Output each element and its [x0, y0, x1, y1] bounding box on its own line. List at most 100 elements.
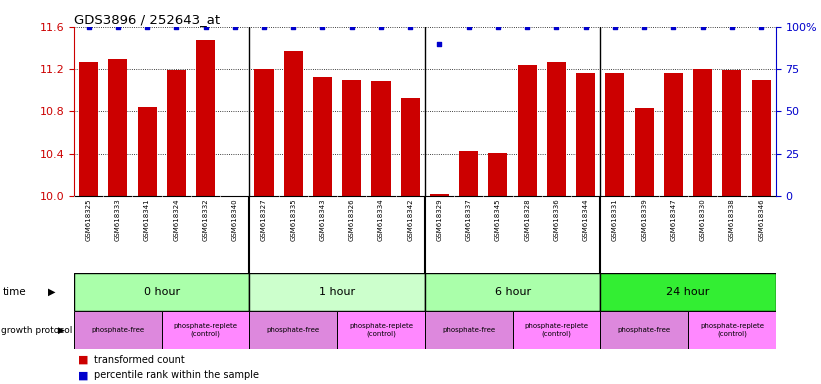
- Text: 1 hour: 1 hour: [319, 287, 355, 297]
- Text: phosphate-replete
(control): phosphate-replete (control): [700, 323, 764, 337]
- Text: GDS3896 / 252643_at: GDS3896 / 252643_at: [74, 13, 220, 26]
- Point: [140, 24, 154, 30]
- Text: GSM618325: GSM618325: [85, 198, 91, 241]
- Bar: [371, 81, 391, 196]
- Text: GSM618327: GSM618327: [261, 198, 267, 241]
- Bar: [250, 273, 425, 311]
- Text: ■: ■: [78, 355, 89, 365]
- Text: 0 hour: 0 hour: [144, 287, 180, 297]
- Bar: [693, 69, 713, 196]
- Text: GSM618339: GSM618339: [641, 198, 647, 241]
- Bar: [722, 70, 741, 196]
- Text: GSM618334: GSM618334: [378, 198, 384, 241]
- Text: GSM618343: GSM618343: [319, 198, 325, 241]
- Bar: [635, 108, 654, 196]
- Point: [345, 24, 358, 30]
- Bar: [342, 80, 361, 196]
- Text: GSM618337: GSM618337: [466, 198, 472, 241]
- Point: [492, 24, 505, 30]
- Text: GSM618330: GSM618330: [699, 198, 706, 241]
- Bar: [337, 311, 425, 349]
- Bar: [167, 70, 186, 196]
- Text: phosphate-replete
(control): phosphate-replete (control): [349, 323, 413, 337]
- Point: [754, 24, 768, 30]
- Point: [550, 24, 563, 30]
- Bar: [488, 152, 507, 196]
- Bar: [196, 40, 215, 196]
- Bar: [512, 311, 600, 349]
- Text: GSM618326: GSM618326: [349, 198, 355, 241]
- Bar: [74, 273, 250, 311]
- Point: [696, 24, 709, 30]
- Point: [374, 24, 388, 30]
- Point: [579, 24, 592, 30]
- Point: [608, 24, 621, 30]
- Text: percentile rank within the sample: percentile rank within the sample: [94, 370, 259, 381]
- Bar: [688, 311, 776, 349]
- Text: GSM618342: GSM618342: [407, 198, 413, 241]
- Bar: [255, 69, 273, 196]
- Text: GSM618338: GSM618338: [729, 198, 735, 241]
- Text: GSM618324: GSM618324: [173, 198, 179, 241]
- Text: GSM618340: GSM618340: [232, 198, 238, 241]
- Text: GSM618347: GSM618347: [671, 198, 677, 241]
- Text: GSM618328: GSM618328: [525, 198, 530, 241]
- Point: [462, 24, 475, 30]
- Bar: [752, 80, 771, 196]
- Bar: [74, 311, 162, 349]
- Bar: [401, 98, 420, 196]
- Bar: [430, 194, 449, 196]
- Text: GSM618329: GSM618329: [437, 198, 443, 241]
- Point: [638, 24, 651, 30]
- Bar: [425, 311, 512, 349]
- Bar: [518, 65, 537, 196]
- Text: GSM618332: GSM618332: [203, 198, 209, 241]
- Point: [404, 24, 417, 30]
- Text: ▶: ▶: [48, 287, 56, 297]
- Bar: [600, 311, 688, 349]
- Bar: [137, 107, 157, 196]
- Bar: [162, 311, 250, 349]
- Text: time: time: [2, 287, 26, 297]
- Text: phosphate-free: phosphate-free: [91, 327, 144, 333]
- Bar: [600, 273, 776, 311]
- Point: [199, 24, 212, 30]
- Text: transformed count: transformed count: [94, 355, 186, 365]
- Point: [667, 24, 680, 30]
- Text: GSM618335: GSM618335: [291, 198, 296, 241]
- Bar: [108, 58, 127, 196]
- Bar: [313, 76, 332, 196]
- Text: GSM618333: GSM618333: [115, 198, 121, 241]
- Text: GSM618345: GSM618345: [495, 198, 501, 241]
- Bar: [250, 311, 337, 349]
- Point: [170, 24, 183, 30]
- Point: [287, 24, 300, 30]
- Text: phosphate-free: phosphate-free: [443, 327, 495, 333]
- Point: [433, 41, 446, 47]
- Text: GSM618344: GSM618344: [583, 198, 589, 241]
- Text: phosphate-free: phosphate-free: [617, 327, 671, 333]
- Text: growth protocol: growth protocol: [1, 326, 72, 335]
- Point: [521, 24, 534, 30]
- Bar: [459, 152, 479, 196]
- Text: 24 hour: 24 hour: [667, 287, 710, 297]
- Bar: [425, 273, 600, 311]
- Bar: [605, 73, 625, 196]
- Point: [316, 24, 329, 30]
- Point: [726, 24, 739, 30]
- Point: [258, 24, 271, 30]
- Text: GSM618336: GSM618336: [553, 198, 559, 241]
- Text: GSM618331: GSM618331: [612, 198, 618, 241]
- Text: 6 hour: 6 hour: [494, 287, 530, 297]
- Text: ▶: ▶: [58, 326, 65, 335]
- Point: [228, 24, 241, 30]
- Text: ■: ■: [78, 370, 89, 381]
- Bar: [79, 62, 98, 196]
- Text: GSM618346: GSM618346: [759, 198, 764, 241]
- Bar: [284, 51, 303, 196]
- Text: phosphate-replete
(control): phosphate-replete (control): [525, 323, 589, 337]
- Text: phosphate-free: phosphate-free: [267, 327, 320, 333]
- Text: GSM618341: GSM618341: [144, 198, 150, 241]
- Bar: [547, 62, 566, 196]
- Text: phosphate-replete
(control): phosphate-replete (control): [173, 323, 237, 337]
